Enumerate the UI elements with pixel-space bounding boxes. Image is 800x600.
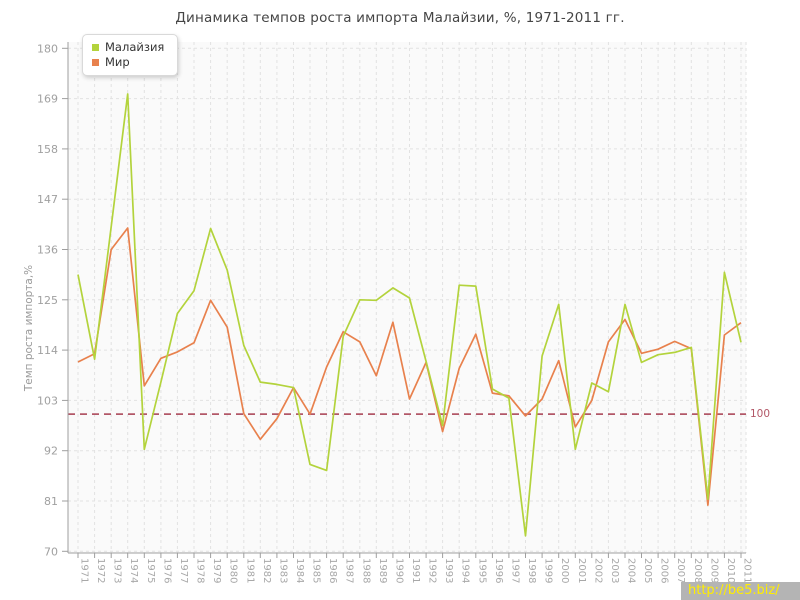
legend-label-world: Мир bbox=[105, 55, 130, 69]
guide-line-label: 100 bbox=[750, 408, 771, 420]
y-tick-labels: 70 81 92 103 114 125 136 147 158 169 180 bbox=[37, 42, 58, 558]
svg-text:1992: 1992 bbox=[427, 558, 438, 583]
x-tick-labels: 1971 1972 1973 1974 1975 1976 1977 1978 1979 1980… bbox=[79, 558, 753, 583]
legend-item-world: Мир bbox=[92, 55, 164, 70]
svg-text:1988: 1988 bbox=[360, 558, 371, 583]
svg-text:1987: 1987 bbox=[344, 558, 355, 583]
svg-text:2005: 2005 bbox=[642, 558, 653, 583]
svg-text:1990: 1990 bbox=[393, 558, 404, 583]
svg-text:125: 125 bbox=[37, 294, 58, 307]
svg-text:1981: 1981 bbox=[244, 558, 255, 583]
vertical-gridlines bbox=[77, 42, 747, 553]
svg-text:180: 180 bbox=[37, 42, 58, 55]
svg-text:1978: 1978 bbox=[195, 558, 206, 583]
legend-label-malaysia: Малайзия bbox=[105, 40, 165, 54]
svg-text:1976: 1976 bbox=[161, 558, 172, 583]
svg-text:1986: 1986 bbox=[327, 558, 338, 583]
svg-text:2007: 2007 bbox=[675, 558, 686, 583]
svg-text:1993: 1993 bbox=[443, 558, 454, 583]
svg-text:1998: 1998 bbox=[526, 558, 537, 583]
svg-text:1989: 1989 bbox=[377, 558, 388, 583]
svg-text:1997: 1997 bbox=[510, 558, 521, 583]
svg-text:1980: 1980 bbox=[228, 558, 239, 583]
svg-text:1982: 1982 bbox=[261, 558, 272, 583]
plot-background bbox=[68, 42, 746, 553]
svg-text:1996: 1996 bbox=[493, 558, 504, 583]
svg-text:158: 158 bbox=[37, 143, 58, 156]
svg-text:147: 147 bbox=[37, 193, 58, 206]
svg-text:1985: 1985 bbox=[311, 558, 322, 583]
y-axis-title: Темп роста импорта,% bbox=[23, 264, 35, 392]
svg-text:103: 103 bbox=[37, 394, 58, 407]
svg-text:2002: 2002 bbox=[592, 558, 603, 583]
svg-text:92: 92 bbox=[44, 445, 58, 458]
chart-title: Динамика темпов роста импорта Малайзии, … bbox=[175, 10, 625, 26]
svg-text:81: 81 bbox=[44, 495, 58, 508]
svg-text:1994: 1994 bbox=[460, 558, 471, 583]
world-line bbox=[77, 227, 742, 506]
svg-text:1991: 1991 bbox=[410, 558, 421, 583]
svg-text:114: 114 bbox=[37, 344, 58, 357]
svg-text:2003: 2003 bbox=[609, 558, 620, 583]
svg-text:1999: 1999 bbox=[543, 558, 554, 583]
svg-text:1977: 1977 bbox=[178, 558, 189, 583]
svg-text:1983: 1983 bbox=[277, 558, 288, 583]
svg-text:1972: 1972 bbox=[95, 558, 106, 583]
svg-text:136: 136 bbox=[37, 244, 58, 257]
svg-text:1973: 1973 bbox=[112, 558, 123, 583]
svg-text:2004: 2004 bbox=[626, 558, 637, 583]
legend: Малайзия Мир bbox=[82, 34, 179, 76]
svg-text:169: 169 bbox=[37, 93, 58, 106]
malaysia-line bbox=[77, 93, 742, 537]
svg-text:2006: 2006 bbox=[659, 558, 670, 583]
svg-text:2009: 2009 bbox=[708, 558, 719, 583]
svg-text:1971: 1971 bbox=[79, 558, 90, 583]
svg-text:1979: 1979 bbox=[211, 558, 222, 583]
svg-text:70: 70 bbox=[44, 545, 58, 558]
watermark: http://be5.biz/ bbox=[681, 582, 800, 600]
svg-text:2011: 2011 bbox=[742, 558, 753, 583]
svg-text:2008: 2008 bbox=[692, 558, 703, 583]
svg-text:1974: 1974 bbox=[128, 558, 139, 583]
legend-swatch-malaysia bbox=[92, 44, 99, 51]
legend-swatch-world bbox=[92, 59, 99, 66]
svg-text:1975: 1975 bbox=[145, 558, 156, 583]
svg-text:1995: 1995 bbox=[476, 558, 487, 583]
svg-text:2000: 2000 bbox=[559, 558, 570, 583]
legend-item-malaysia: Малайзия bbox=[92, 40, 164, 55]
svg-text:1984: 1984 bbox=[294, 558, 305, 583]
svg-text:2010: 2010 bbox=[725, 558, 736, 583]
axes bbox=[62, 42, 746, 558]
svg-text:2001: 2001 bbox=[576, 558, 587, 583]
horizontal-gridlines bbox=[68, 47, 746, 552]
